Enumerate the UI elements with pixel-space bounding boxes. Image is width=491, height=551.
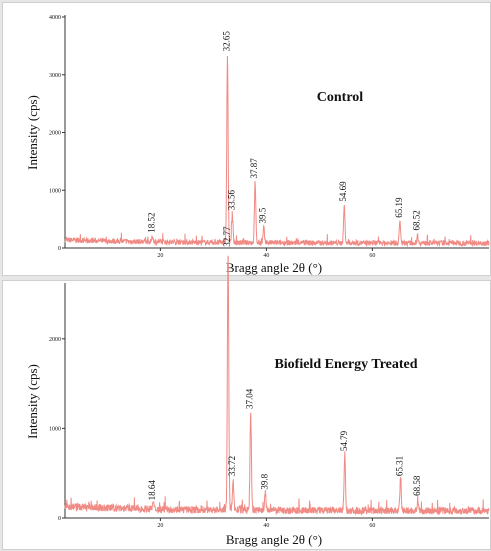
control-x-axis-label: Bragg angle 2θ (°) xyxy=(226,260,322,275)
control-y-tick-label: 1000 xyxy=(49,188,61,194)
treated-title: Biofield Energy Treated xyxy=(274,357,417,372)
treated-peak-label: 37.04 xyxy=(245,388,255,409)
treated-peak-label: 65.31 xyxy=(395,456,405,476)
control-xrd-trace xyxy=(64,55,490,248)
control-y-tick-label: 3000 xyxy=(49,73,61,79)
control-y-tick-label: 0 xyxy=(58,246,61,252)
control-panel-frame xyxy=(2,2,491,276)
control-y-tick-label: 4000 xyxy=(49,15,61,21)
treated-y-tick-label: 1000 xyxy=(49,426,61,432)
control-peak-label: 33.56 xyxy=(226,189,236,210)
treated-chart: 0 1000 2000 20 40 60 Bragg angle 2θ (°) Intensi… xyxy=(25,226,490,547)
control-x-tick-label: 20 xyxy=(157,253,163,259)
control-title: Control xyxy=(317,90,364,105)
treated-y-tick-label: 2000 xyxy=(49,337,61,343)
control-peak-label: 68.52 xyxy=(412,210,422,230)
control-peak-label: 18.52 xyxy=(147,213,157,233)
treated-x-tick-label: 20 xyxy=(157,523,163,529)
control-peak-label: 65.19 xyxy=(394,197,404,218)
treated-peak-label: 68.58 xyxy=(412,475,422,496)
treated-xrd-trace xyxy=(64,255,490,516)
control-peak-label: 37.87 xyxy=(249,158,259,179)
treated-x-tick-label: 40 xyxy=(263,523,269,529)
control-x-tick-label: 40 xyxy=(263,253,269,259)
treated-peak-label: 33.72 xyxy=(227,456,237,476)
treated-x-axis-label: Bragg angle 2θ (°) xyxy=(226,532,322,547)
treated-peak-label: 18.64 xyxy=(147,480,157,501)
control-x-tick-label: 60 xyxy=(369,253,375,259)
control-y-axis-label: Intensity (cps) xyxy=(25,95,40,170)
control-peak-label: 32.65 xyxy=(221,31,231,52)
treated-peak-label: 32.77 xyxy=(222,226,232,247)
treated-y-tick-label: 0 xyxy=(58,516,61,522)
treated-peak-label: 39.8 xyxy=(259,473,269,489)
treated-x-tick-label: 60 xyxy=(369,523,375,529)
treated-y-axis-label: Intensity (cps) xyxy=(25,364,40,439)
control-peak-label: 54.69 xyxy=(338,181,348,202)
control-peak-label: 39.5 xyxy=(258,207,268,223)
control-chart: 0 1000 2000 3000 4000 20 40 60 Bragg angle 2θ (°… xyxy=(25,15,490,275)
treated-peak-label: 54.79 xyxy=(339,430,349,451)
control-y-tick-label: 2000 xyxy=(49,131,61,137)
